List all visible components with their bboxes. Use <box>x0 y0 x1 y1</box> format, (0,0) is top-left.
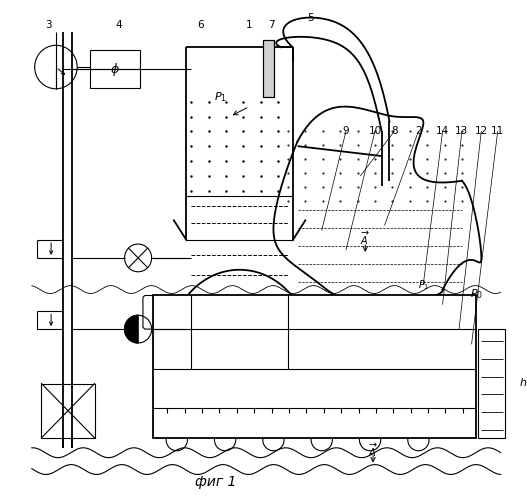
Text: 9: 9 <box>343 126 349 136</box>
Text: 2: 2 <box>415 126 422 136</box>
Text: 1: 1 <box>246 20 252 30</box>
Bar <box>90 50 140 88</box>
Text: h: h <box>519 378 526 388</box>
Text: 7: 7 <box>268 20 275 30</box>
Text: $P_1$: $P_1$ <box>214 90 227 104</box>
Text: 13: 13 <box>455 126 469 136</box>
Text: 5: 5 <box>307 12 314 22</box>
Text: 6: 6 <box>198 20 204 30</box>
Text: $P_0$: $P_0$ <box>470 288 483 302</box>
Text: 11: 11 <box>491 126 504 136</box>
Text: 3: 3 <box>45 20 52 30</box>
Text: 4: 4 <box>115 20 122 30</box>
Bar <box>479 329 505 438</box>
Text: 14: 14 <box>436 126 449 136</box>
Text: 10: 10 <box>368 126 382 136</box>
Text: $\overrightarrow{A}$: $\overrightarrow{A}$ <box>368 441 378 458</box>
Text: $\phi$: $\phi$ <box>110 60 120 78</box>
Bar <box>263 40 275 96</box>
Text: $\overrightarrow{A}$: $\overrightarrow{A}$ <box>360 230 370 247</box>
Bar <box>42 384 95 438</box>
Text: фиг 1: фиг 1 <box>195 476 236 490</box>
Bar <box>153 294 476 438</box>
Text: 8: 8 <box>391 126 397 136</box>
Wedge shape <box>124 316 138 343</box>
Text: $P_1$: $P_1$ <box>417 278 429 291</box>
Text: 12: 12 <box>475 126 488 136</box>
